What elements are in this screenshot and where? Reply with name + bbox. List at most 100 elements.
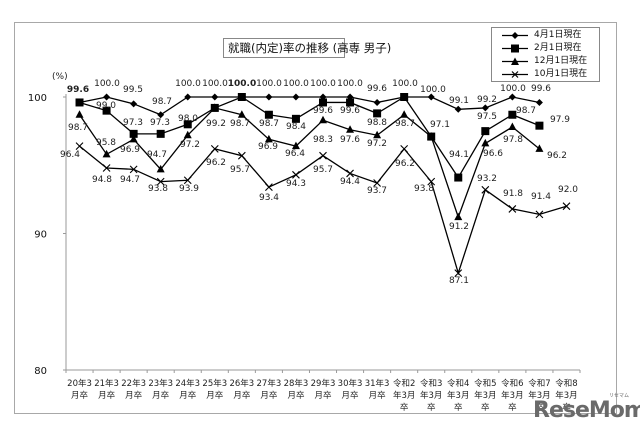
x-tick-label: 令和3 <box>420 378 442 389</box>
diamond-marker-icon <box>508 93 516 101</box>
y-unit-label: (%) <box>52 72 68 82</box>
triangle-marker-icon <box>427 132 436 140</box>
data-label: 100.0 <box>420 85 446 95</box>
square-marker-icon <box>454 173 463 182</box>
data-label: 98.3 <box>313 135 333 145</box>
x-marker-icon <box>535 210 544 219</box>
data-label: 98.4 <box>286 122 306 132</box>
series-line <box>78 107 540 220</box>
data-label: 100.0 <box>175 79 201 89</box>
x-marker-icon <box>346 169 354 178</box>
diamond-marker-icon <box>373 98 381 106</box>
square-marker-icon <box>264 110 273 119</box>
data-label: 100.0 <box>392 79 418 89</box>
diamond-marker-icon <box>130 100 138 108</box>
triangle-marker-icon <box>210 103 219 111</box>
data-label: 93.8 <box>148 184 168 194</box>
data-label: 100.0 <box>256 79 282 89</box>
x-marker-icon <box>427 177 436 186</box>
resemom-logo: ReseMom リセマム <box>533 393 640 423</box>
data-label: 98.8 <box>367 118 387 128</box>
data-label: 94.7 <box>147 150 167 160</box>
legend-label: 10月1日現在 <box>534 69 588 79</box>
data-label: 97.9 <box>550 115 570 125</box>
data-label: 98.7 <box>152 97 172 107</box>
x-tick-label: 年3月 <box>393 390 415 401</box>
triangle-marker-icon <box>454 212 463 221</box>
data-label: 98.7 <box>259 119 279 129</box>
x-tick-label: 年3月 <box>501 390 523 401</box>
square-marker-icon <box>373 109 382 118</box>
data-label: 95.7 <box>230 165 250 175</box>
chart-legend: 4月1日現在 2月1日現在 12月1日現在 10月1日現在 <box>491 27 600 82</box>
data-label: 91.2 <box>449 222 469 232</box>
x-tick-label: 25年3 <box>202 378 227 389</box>
data-label: 95.8 <box>96 138 116 148</box>
data-label: 99.6 <box>340 106 360 116</box>
x-tick-label: 年3月 <box>447 390 469 401</box>
x-tick-label: 月卒 <box>152 390 170 401</box>
series-line <box>79 96 540 179</box>
x-marker-icon <box>319 151 327 160</box>
data-label: 99.5 <box>123 85 143 95</box>
x-tick-label: 月卒 <box>71 390 89 401</box>
data-label: 100.0 <box>228 79 256 89</box>
diamond-marker-icon <box>502 32 528 39</box>
series-line <box>79 96 540 116</box>
x-tick-label: 月卒 <box>260 390 278 401</box>
triangle-marker-icon <box>400 110 409 118</box>
x-marker-icon <box>502 71 528 78</box>
triangle-marker-icon <box>291 141 300 150</box>
x-marker-icon <box>292 170 300 179</box>
triangle-marker-icon <box>535 144 544 152</box>
data-label: 96.2 <box>206 158 226 168</box>
x-tick-label: 22年3 <box>121 378 146 389</box>
square-marker-icon <box>156 129 165 138</box>
x-tick-label: 卒 <box>400 402 409 413</box>
x-tick-label: 月卒 <box>314 390 332 401</box>
data-label: 99.2 <box>206 119 226 129</box>
square-marker-icon <box>535 121 544 130</box>
square-marker-icon <box>346 98 355 107</box>
x-tick-label: 卒 <box>562 402 571 413</box>
x-marker-icon <box>481 185 490 194</box>
square-marker-icon <box>102 106 111 115</box>
diamond-marker-icon <box>157 111 165 119</box>
y-tick-label: 90 <box>34 230 47 241</box>
data-label: 97.3 <box>123 118 143 128</box>
x-tick-label: 令和5 <box>474 378 496 389</box>
x-marker-icon <box>373 179 381 187</box>
triangle-marker-icon <box>373 130 382 139</box>
x-tick-label: 月卒 <box>342 390 360 401</box>
square-marker-icon <box>502 44 528 53</box>
diamond-marker-icon <box>481 104 489 112</box>
square-marker-icon <box>129 129 138 138</box>
x-tick-label: 30年3 <box>338 378 363 389</box>
diamond-marker-icon <box>103 93 111 101</box>
diamond-marker-icon <box>184 93 192 101</box>
data-label: 95.7 <box>313 165 333 175</box>
square-marker-icon <box>481 127 490 136</box>
x-tick-label: 31年3 <box>365 378 390 389</box>
triangle-marker-icon <box>508 122 517 131</box>
x-tick-label: 年3月 <box>420 390 442 401</box>
x-tick-label: 令和6 <box>501 378 523 389</box>
x-marker-icon <box>454 269 463 277</box>
x-tick-label: 卒 <box>535 402 544 413</box>
triangle-marker-icon <box>237 110 246 118</box>
data-label: 99.6 <box>67 85 89 95</box>
square-marker-icon <box>319 98 327 107</box>
triangle-marker-icon <box>183 130 192 139</box>
x-tick-label: 令和4 <box>447 378 469 389</box>
square-marker-icon <box>75 98 84 107</box>
data-label: 93.4 <box>259 193 279 203</box>
data-label: 94.1 <box>449 150 469 160</box>
data-label: 87.1 <box>449 276 469 286</box>
data-label: 96.9 <box>120 145 140 155</box>
x-marker-icon <box>562 202 571 211</box>
data-label: 96.9 <box>258 142 278 152</box>
x-tick-label: 23年3 <box>148 378 173 389</box>
triangle-marker-icon <box>264 134 273 143</box>
y-tick-label: 100 <box>28 93 47 104</box>
x-tick-label: 卒 <box>427 402 436 413</box>
